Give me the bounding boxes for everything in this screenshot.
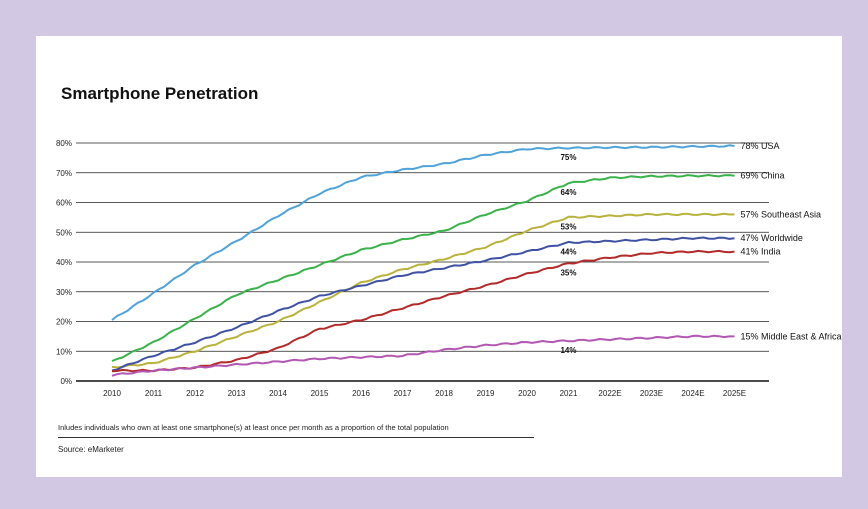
x-tick-label: 2023E <box>640 389 663 398</box>
y-tick-label: 60% <box>56 199 72 208</box>
footnote: Inludes individuals who own at least one… <box>58 423 449 432</box>
y-tick-label: 50% <box>56 228 72 237</box>
x-tick-label: 2014 <box>269 389 287 398</box>
series-line-worldwide <box>111 236 735 372</box>
series-mid-label: 64% <box>560 188 576 197</box>
y-tick-label: 40% <box>56 258 72 267</box>
series-end-label: 47% Worldwide <box>741 233 803 243</box>
x-tick-label: 2024E <box>681 389 704 398</box>
x-tick-label: 2015 <box>311 389 329 398</box>
chart-card: Smartphone Penetration 0% 10% 20% 30% 40% 50%… <box>36 36 842 477</box>
y-tick-label: 80% <box>56 139 72 148</box>
series-mid-label: 35% <box>560 268 576 277</box>
x-tick-label: 2010 <box>103 389 121 398</box>
y-tick-label: 10% <box>56 347 72 356</box>
x-tick-label: 2018 <box>435 389 453 398</box>
y-tick-label: 70% <box>56 169 72 178</box>
series-end-label: 15% Middle East & Africa <box>741 331 842 341</box>
line-chart: 0%10%20%30%40%50%60%70%80% 2010 2011 2012 2… <box>56 139 842 398</box>
series-end-label: 78% USA <box>741 141 780 151</box>
series-line-india <box>111 249 735 373</box>
series-end-label: 41% India <box>741 247 781 257</box>
x-tick-label: 2025E <box>723 389 746 398</box>
footnote-divider <box>58 437 534 438</box>
chart-title: Smartphone Penetration <box>61 84 259 103</box>
series-end-label: 57% Southeast Asia <box>741 209 822 219</box>
y-axis-ticks: 0% 10% 20% 30% 40% 50% 60% 70% 80% <box>56 139 72 386</box>
series-line-china <box>111 174 735 362</box>
series-end-label: 69% China <box>741 171 785 181</box>
y-tick-label: 30% <box>56 288 72 297</box>
series-lines <box>111 144 735 377</box>
x-tick-label: 2017 <box>394 389 412 398</box>
x-axis-ticks: 2010 2011 2012 2013 2014 2015 2016 2017 2018 2019… <box>103 389 746 398</box>
series-mid-label: 44% <box>560 248 576 257</box>
source-note: Source: eMarketer <box>58 445 124 454</box>
grid-lines <box>76 142 769 382</box>
x-tick-label: 2022E <box>598 389 621 398</box>
series-line-middle-east-africa <box>111 334 735 377</box>
series-labels: 78% USA 75% 69% China 64% 57% Southeast Asia… <box>560 141 841 355</box>
x-tick-label: 2020 <box>518 389 536 398</box>
x-tick-label: 2013 <box>228 389 246 398</box>
y-tick-label: 0% <box>60 377 72 386</box>
series-mid-label: 53% <box>560 222 576 231</box>
x-tick-label: 2011 <box>145 389 163 398</box>
x-tick-label: 2021 <box>560 389 578 398</box>
series-mid-label: 14% <box>560 346 576 355</box>
x-tick-label: 2016 <box>352 389 370 398</box>
x-tick-label: 2019 <box>477 389 495 398</box>
x-tick-label: 2012 <box>186 389 204 398</box>
series-line-southeast-asia <box>111 212 735 369</box>
series-line-usa <box>111 144 735 321</box>
series-mid-label: 75% <box>560 153 576 162</box>
y-tick-label: 20% <box>56 318 72 327</box>
